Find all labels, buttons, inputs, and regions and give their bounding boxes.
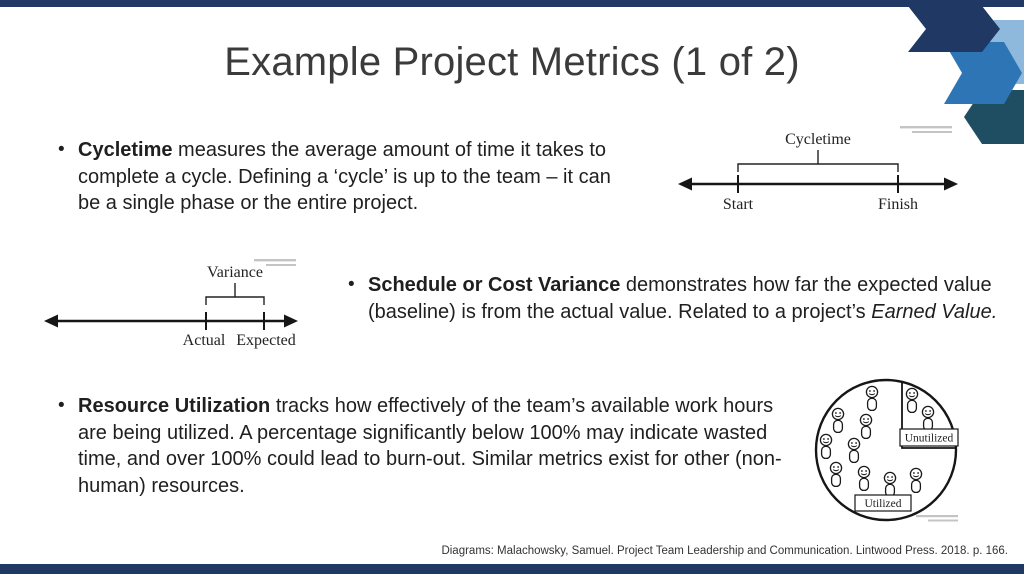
arrowhead-right-icon — [944, 177, 958, 191]
fine-print-marks — [916, 515, 958, 522]
citation: Diagrams: Malachowsky, Samuel. Project T… — [441, 545, 1008, 557]
cycletime-bracket — [737, 150, 899, 172]
bullet-cycletime: Cycletime measures the average amount of… — [55, 137, 638, 217]
bullet-variance-emphasis: Earned Value. — [871, 300, 998, 323]
utilization-diagram: Unutilized Utilized — [814, 378, 959, 522]
variance-diagram-label: Variance — [207, 264, 263, 281]
unutilized-label: Unutilized — [905, 433, 954, 445]
fine-print-marks — [900, 126, 952, 133]
variance-expected-label: Expected — [236, 332, 296, 349]
bullet-cycletime-lead: Cycletime — [78, 139, 173, 161]
bullet-variance: Schedule or Cost Variance demonstrates h… — [345, 272, 1008, 325]
cycletime-start-label: Start — [723, 196, 754, 213]
bullet-utilization-lead: Resource Utilization — [78, 395, 271, 417]
bullet-utilization: Resource Utilization tracks how effectiv… — [55, 393, 803, 499]
utilized-label-box — [854, 494, 912, 512]
bullet-utilization-text: tracks how effectively of the team’s ava… — [78, 395, 782, 497]
bullet-variance-lead: Schedule or Cost Variance — [368, 274, 621, 296]
arrowhead-left-icon — [44, 314, 58, 328]
unutilized-label-box — [899, 428, 959, 447]
variance-actual-label: Actual — [183, 332, 226, 349]
cycletime-diagram-label: Cycletime — [785, 131, 851, 148]
cycletime-diagram: Cycletime Start Finish — [678, 126, 958, 213]
fine-print-marks — [254, 259, 296, 266]
utilized-label: Utilized — [864, 498, 901, 510]
bottom-accent-bar — [0, 564, 1024, 574]
variance-diagram: Variance Actual Expected — [44, 259, 298, 349]
cycletime-finish-label: Finish — [878, 196, 918, 213]
corner-shape-navy — [908, 6, 1000, 52]
corner-decoration — [908, 6, 1024, 144]
arrowhead-right-icon — [284, 314, 298, 328]
top-accent-bar — [0, 0, 1024, 7]
bullet-variance-text: demonstrates how far the expected value … — [368, 274, 992, 323]
page-title: Example Project Metrics (1 of 2) — [224, 40, 800, 84]
utilization-divider — [901, 382, 956, 449]
corner-shape-blue — [944, 42, 1022, 104]
variance-bracket — [205, 283, 265, 305]
arrowhead-left-icon — [678, 177, 692, 191]
bullet-cycletime-text: measures the average amount of time it t… — [78, 139, 611, 215]
